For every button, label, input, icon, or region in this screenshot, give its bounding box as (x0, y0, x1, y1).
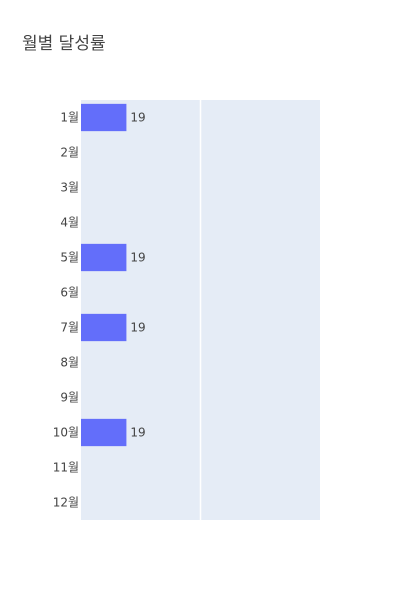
y-tick-label: 7월 (60, 321, 79, 335)
y-tick-labels: 1월 2월 3월 4월 5월 6월 7월 8월 9월 10월 11월 12월 (53, 111, 79, 510)
data-label: 19 (130, 426, 145, 440)
bar (81, 243, 127, 272)
data-label: 19 (130, 251, 145, 265)
bars (81, 103, 127, 447)
bar (81, 418, 127, 447)
bar (81, 103, 127, 132)
y-tick-label: 2월 (60, 146, 79, 160)
y-tick-label: 4월 (60, 216, 79, 230)
y-tick-label: 11월 (53, 461, 79, 475)
y-tick-label: 6월 (60, 286, 79, 300)
y-tick-label: 12월 (53, 496, 79, 510)
y-tick-label: 8월 (60, 356, 79, 370)
data-label: 19 (130, 321, 145, 335)
y-tick-label: 3월 (60, 181, 79, 195)
y-tick-label: 5월 (60, 251, 79, 265)
data-label: 19 (130, 111, 145, 125)
y-tick-label: 10월 (53, 426, 79, 440)
bar (81, 313, 127, 342)
chart-title: 월별 달성률 (22, 34, 106, 54)
y-tick-label: 9월 (60, 391, 79, 405)
y-tick-label: 1월 (60, 111, 79, 125)
data-labels: 19 19 19 19 (130, 111, 145, 440)
